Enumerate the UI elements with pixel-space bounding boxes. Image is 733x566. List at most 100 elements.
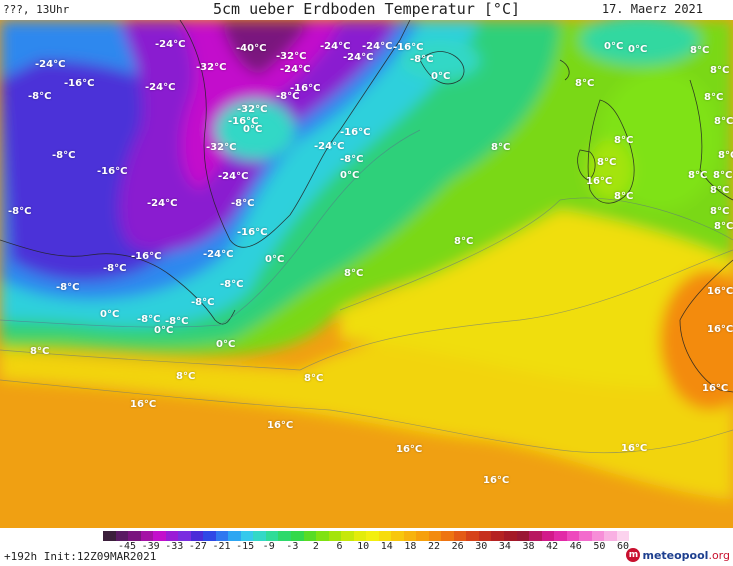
temperature-label: 16°C xyxy=(130,399,157,410)
color-scale-swatch xyxy=(566,531,580,541)
temperature-label: -8°C xyxy=(231,198,255,209)
temperature-label: -24°C xyxy=(343,52,374,63)
temperature-label: -8°C xyxy=(165,316,189,327)
color-scale-tick: -27 xyxy=(188,541,207,552)
temperature-label: 8°C xyxy=(344,268,364,279)
color-scale-swatch xyxy=(328,531,342,541)
temperature-label: -24°C xyxy=(362,41,393,52)
temperature-label: 0°C xyxy=(628,44,648,55)
logo-mark-icon: m xyxy=(626,548,641,562)
temperature-label: -32°C xyxy=(276,51,307,62)
temperature-label: -24°C xyxy=(320,41,351,52)
temperature-label: 8°C xyxy=(718,150,733,161)
temperature-label: 16°C xyxy=(267,420,294,431)
color-scale-tick: -33 xyxy=(165,541,184,552)
color-scale-swatch xyxy=(366,531,379,541)
logo-suffix: .org xyxy=(708,548,730,562)
temperature-label: 8°C xyxy=(304,373,324,384)
temperature-label: 8°C xyxy=(176,371,196,382)
temperature-label: -24°C xyxy=(147,198,178,209)
map-background xyxy=(0,20,733,528)
temperature-label: 0°C xyxy=(340,170,360,181)
color-scale-swatch xyxy=(178,531,191,541)
color-scale-tick: 26 xyxy=(451,541,464,552)
color-scale-swatch xyxy=(153,531,166,541)
forecast-time-label: ???, 13Uhr xyxy=(3,3,70,16)
temperature-label: 16°C xyxy=(586,176,613,187)
temperature-label: -8°C xyxy=(8,206,32,217)
temperature-label: 0°C xyxy=(265,254,285,265)
temperature-map: -24°C -24°C -40°C -32°C -32°C -24°C -24°C -24°C… xyxy=(0,20,733,528)
temperature-label: 8°C xyxy=(614,135,634,146)
temperature-label: -16°C xyxy=(237,227,268,238)
color-scale-swatch xyxy=(165,531,179,541)
temperature-label: 8°C xyxy=(710,206,730,217)
temperature-label: 0°C xyxy=(100,309,120,320)
temperature-label: -40°C xyxy=(236,43,267,54)
color-scale-swatch xyxy=(441,531,454,541)
color-scale-swatch xyxy=(290,531,304,541)
meteopool-logo[interactable]: m meteopool.org xyxy=(626,546,730,564)
color-scale-tick: -9 xyxy=(262,541,275,552)
temperature-label: -8°C xyxy=(103,263,127,274)
color-scale-tick: 46 xyxy=(569,541,582,552)
color-scale-swatch xyxy=(103,531,116,541)
color-scale-swatch xyxy=(278,531,291,541)
temperature-label: 16°C xyxy=(707,324,733,335)
temperature-label: -32°C xyxy=(196,62,227,73)
color-scale-swatch xyxy=(466,531,479,541)
temperature-label: 16°C xyxy=(702,383,729,394)
color-scale-swatch xyxy=(504,531,517,541)
color-scale-swatch xyxy=(591,531,605,541)
temperature-label: 0°C xyxy=(243,124,263,135)
color-scale-swatch xyxy=(579,531,592,541)
color-scale-swatch xyxy=(391,531,404,541)
temperature-label: 16°C xyxy=(707,286,733,297)
temperature-label: -16°C xyxy=(340,127,371,138)
temperature-label: -8°C xyxy=(410,54,434,65)
temperature-label: 8°C xyxy=(690,45,710,56)
color-scale-swatch xyxy=(516,531,530,541)
temperature-label: -24°C xyxy=(203,249,234,260)
color-scale-swatch xyxy=(491,531,504,541)
color-scale-swatch xyxy=(378,531,392,541)
color-scale-swatch xyxy=(478,531,492,541)
temperature-label: -16°C xyxy=(290,83,321,94)
color-scale-swatch xyxy=(203,531,216,541)
temperature-label: -16°C xyxy=(228,116,259,127)
temperature-label: 0°C xyxy=(154,325,174,336)
color-scale-swatch xyxy=(403,531,417,541)
color-scale-tick: -3 xyxy=(286,541,299,552)
color-scale-tick: 10 xyxy=(357,541,370,552)
color-scale-tick: 2 xyxy=(312,541,319,552)
temperature-label: 8°C xyxy=(704,92,724,103)
color-scale-tick: 50 xyxy=(593,541,606,552)
temperature-label: 0°C xyxy=(216,339,236,350)
color-scale-tick: 6 xyxy=(336,541,343,552)
color-scale-swatch xyxy=(128,531,141,541)
color-scale-swatch xyxy=(240,531,254,541)
temperature-label: -8°C xyxy=(191,297,215,308)
color-scale-tick: 22 xyxy=(428,541,441,552)
init-time-label: +192h Init:12Z09MAR2021 xyxy=(4,550,157,563)
temperature-label: 8°C xyxy=(491,142,511,153)
color-scale-tick: -39 xyxy=(141,541,160,552)
forecast-date: 17. Maerz 2021 xyxy=(601,2,703,16)
temperature-label: 8°C xyxy=(710,65,730,76)
color-scale-tick: 60 xyxy=(616,541,630,552)
temperature-label: 0°C xyxy=(604,41,624,52)
color-scale-swatch xyxy=(541,531,555,541)
color-scale-tick: 30 xyxy=(475,541,488,552)
legend-footer: -45 -39 -33 -27 -21 -15 -9 -3 2 6 10 14 18 22 26 30 34 38… xyxy=(0,528,733,566)
temperature-label: -8°C xyxy=(28,91,52,102)
color-scale-swatch xyxy=(316,531,329,541)
color-scale-swatch xyxy=(353,531,367,541)
temperature-label: -24°C xyxy=(280,64,311,75)
color-scale-swatch xyxy=(616,531,630,541)
temperature-label: 8°C xyxy=(713,170,733,181)
temperature-label: 8°C xyxy=(30,346,50,357)
color-scale-ticks: -45 -39 -33 -27 -21 -15 -9 -3 2 6 10 14 18 22 26 30 34 38… xyxy=(103,541,629,553)
temperature-label: -8°C xyxy=(220,279,244,290)
color-scale-swatch xyxy=(341,531,354,541)
temperature-label: 0°C xyxy=(431,71,451,82)
